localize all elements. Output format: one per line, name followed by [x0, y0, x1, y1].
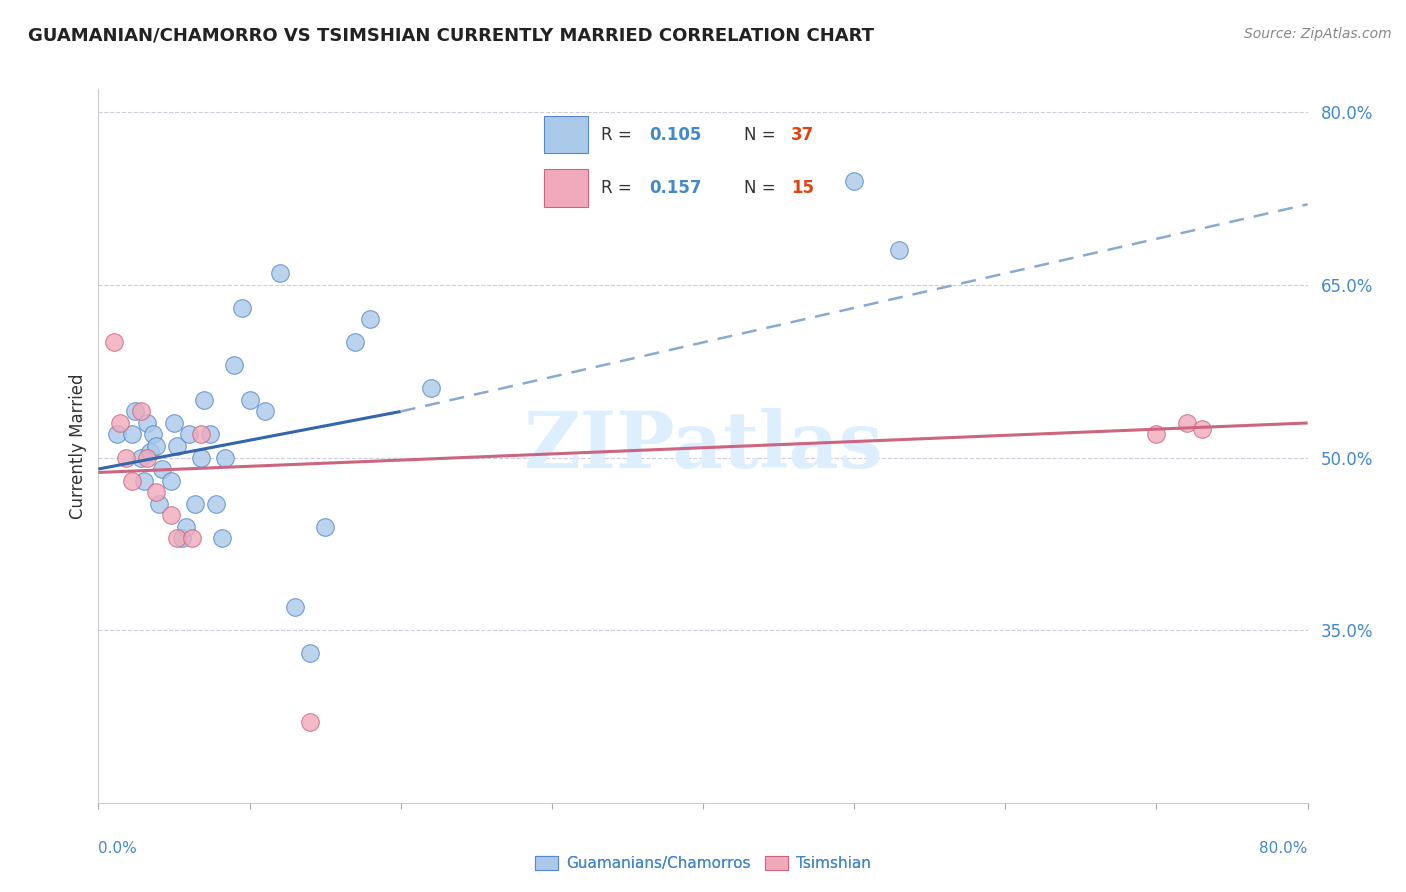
- Point: [105, 427, 128, 442]
- Point: [214, 450, 236, 465]
- Y-axis label: Currently Married: Currently Married: [69, 373, 87, 519]
- Point: [108, 416, 131, 430]
- Point: [174, 519, 197, 533]
- Point: [150, 462, 173, 476]
- Point: [1144, 427, 1167, 442]
- Point: [132, 474, 155, 488]
- Point: [360, 312, 382, 326]
- Point: [163, 416, 186, 430]
- Text: ZIPatlas: ZIPatlas: [523, 408, 883, 484]
- Point: [190, 450, 212, 465]
- Point: [148, 497, 170, 511]
- Point: [129, 450, 152, 465]
- Point: [1191, 422, 1213, 436]
- Point: [145, 439, 167, 453]
- Text: GUAMANIAN/CHAMORRO VS TSIMSHIAN CURRENTLY MARRIED CORRELATION CHART: GUAMANIAN/CHAMORRO VS TSIMSHIAN CURRENTL…: [28, 27, 875, 45]
- Point: [103, 335, 125, 350]
- Point: [121, 474, 143, 488]
- Point: [200, 427, 222, 442]
- Point: [1175, 416, 1198, 430]
- Point: [139, 444, 162, 458]
- Point: [299, 646, 322, 660]
- Point: [129, 404, 152, 418]
- Point: [142, 427, 165, 442]
- Point: [344, 335, 367, 350]
- Point: [170, 531, 193, 545]
- Point: [299, 715, 322, 730]
- Text: 80.0%: 80.0%: [1260, 841, 1308, 856]
- Point: [889, 244, 911, 258]
- Point: [135, 450, 157, 465]
- Point: [419, 381, 441, 395]
- Point: [114, 450, 136, 465]
- Point: [284, 600, 307, 615]
- Point: [231, 301, 253, 315]
- Point: [166, 439, 188, 453]
- Point: [160, 474, 183, 488]
- Text: 0.0%: 0.0%: [98, 841, 138, 856]
- Point: [124, 404, 146, 418]
- Point: [193, 392, 215, 407]
- Point: [190, 427, 212, 442]
- Point: [205, 497, 228, 511]
- Point: [314, 519, 336, 533]
- Point: [211, 531, 233, 545]
- Point: [166, 531, 188, 545]
- Point: [184, 497, 207, 511]
- Point: [145, 485, 167, 500]
- Point: [224, 359, 246, 373]
- Point: [160, 508, 183, 522]
- Point: [239, 392, 262, 407]
- Point: [135, 416, 157, 430]
- Point: [269, 266, 291, 280]
- Point: [253, 404, 276, 418]
- Legend: Guamanians/Chamorros, Tsimshian: Guamanians/Chamorros, Tsimshian: [529, 850, 877, 877]
- Point: [844, 174, 866, 188]
- Point: [181, 531, 204, 545]
- Point: [121, 427, 143, 442]
- Text: Source: ZipAtlas.com: Source: ZipAtlas.com: [1244, 27, 1392, 41]
- Point: [177, 427, 201, 442]
